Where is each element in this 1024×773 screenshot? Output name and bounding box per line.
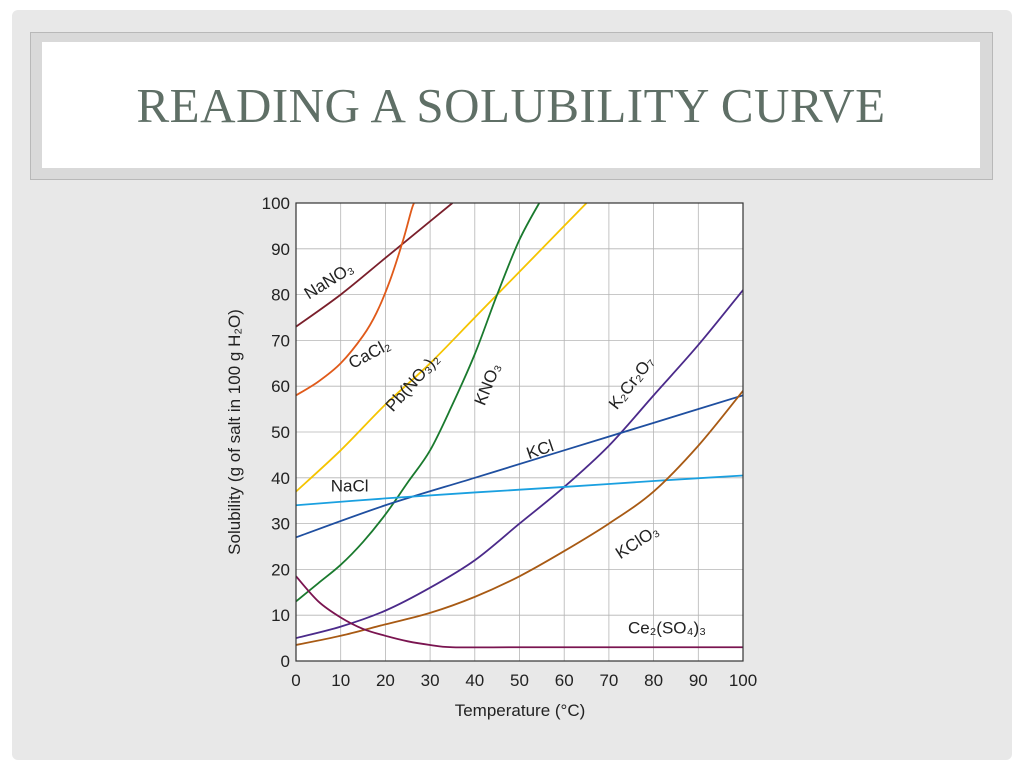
series-line: [296, 203, 415, 397]
y-tick-label: 20: [271, 560, 290, 579]
y-tick-label: 10: [271, 606, 290, 625]
series-line: [296, 575, 743, 649]
series-line: [296, 289, 743, 639]
series-line: [296, 474, 743, 507]
y-tick-label: 90: [271, 240, 290, 259]
series-label: Ce₂(SO₄)₃: [628, 619, 706, 638]
series-line: [296, 390, 743, 646]
x-tick-label: 20: [376, 671, 395, 690]
x-tick-label: 0: [291, 671, 300, 690]
y-tick-label: 30: [271, 515, 290, 534]
y-tick-label: 50: [271, 423, 290, 442]
title-box: READING A SOLUBILITY CURVE: [42, 42, 980, 168]
x-tick-label: 50: [510, 671, 529, 690]
x-tick-label: 100: [729, 671, 757, 690]
y-tick-label: 70: [271, 331, 290, 350]
title-frame: READING A SOLUBILITY CURVE: [30, 32, 993, 180]
x-axis-label: Temperature (°C): [455, 701, 586, 720]
x-tick-label: 60: [555, 671, 574, 690]
y-tick-label: 100: [262, 194, 290, 213]
y-tick-label: 60: [271, 377, 290, 396]
x-tick-label: 10: [331, 671, 350, 690]
x-tick-label: 90: [689, 671, 708, 690]
x-tick-label: 80: [644, 671, 663, 690]
y-tick-label: 40: [271, 469, 290, 488]
series-line: [296, 394, 743, 539]
series-label: NaCl: [331, 477, 369, 496]
series-line: [296, 203, 541, 603]
x-tick-label: 70: [599, 671, 618, 690]
slide-title: READING A SOLUBILITY CURVE: [136, 77, 886, 133]
plot-frame: [295, 202, 744, 662]
tick-labels: 0 10 20 30 40 50 60 70 80 90 100 0 10 20 30 40 50 60 70 80 9…: [262, 194, 758, 690]
y-tick-label: 0: [281, 652, 290, 671]
x-tick-label: 40: [465, 671, 484, 690]
series-lines: [296, 203, 743, 649]
series-line: [296, 203, 588, 493]
x-tick-label: 30: [421, 671, 440, 690]
y-axis-label: Solubility (g of salt in 100 g H₂O): [225, 309, 244, 555]
series-line: [296, 203, 454, 328]
y-tick-label: 80: [271, 286, 290, 305]
